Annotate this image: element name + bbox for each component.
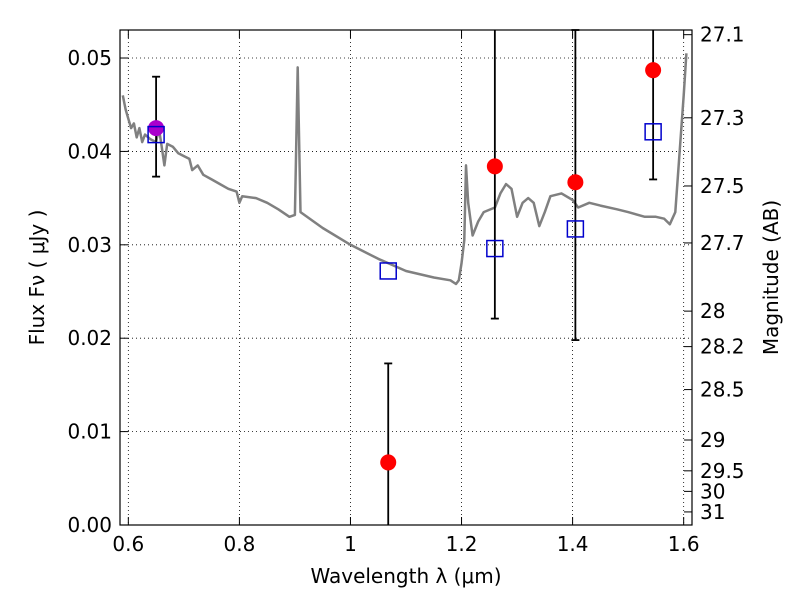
right-tick-label: 27.7 [700, 231, 745, 255]
model-point [566, 220, 585, 238]
y-tick-label: 0.02 [67, 326, 112, 350]
x-tick-label: 1 [344, 532, 357, 556]
observed-point [567, 174, 584, 191]
model-point [147, 125, 165, 144]
x-tick-label: 1.4 [557, 532, 589, 556]
error-bars [152, 29, 658, 525]
y-tick-label: 0.03 [67, 233, 112, 257]
model-point [379, 262, 397, 280]
y-tick-label: 0.01 [67, 420, 112, 444]
observed-point [148, 120, 165, 137]
y-tick-label: 0.05 [67, 46, 112, 70]
model-spectrum [121, 53, 688, 286]
right-axis-title: Magnitude (AB) [759, 200, 783, 355]
right-tick-label: 31 [700, 500, 725, 524]
grid [120, 30, 692, 526]
right-tick-label: 27.5 [700, 174, 745, 198]
right-tick-label: 29 [700, 428, 725, 452]
right-tick-label: 27.1 [700, 23, 745, 47]
observed-point [645, 62, 662, 79]
x-axis-title: Wavelength λ (μm) [310, 564, 501, 588]
right-tick-label: 28.2 [700, 335, 745, 359]
spectrum-line [121, 53, 688, 286]
y-axis-left: 0.00 0.01 0.02 0.03 0.04 0.05 [67, 46, 128, 537]
right-tick-label: 28.5 [700, 378, 745, 402]
observed-point [380, 454, 397, 471]
model-point [486, 239, 504, 258]
right-tick-label: 30 [700, 479, 725, 503]
x-axis: 0.6 0.8 1 1.2 1.4 1.6 [112, 30, 700, 556]
plot-frame [119, 29, 693, 526]
x-tick-label: 0.6 [112, 532, 144, 556]
x-tick-label: 1.2 [446, 532, 478, 556]
x-tick-label: 1.6 [668, 532, 700, 556]
y-tick-label: 0.04 [67, 139, 112, 163]
right-tick-label: 29.5 [700, 459, 745, 483]
x-tick-label: 0.8 [223, 532, 255, 556]
observed-point [486, 158, 503, 175]
data-markers [147, 62, 662, 471]
model-point [644, 123, 662, 141]
y-axis-title: Flux Fν ( μJy ) [25, 210, 49, 346]
right-tick-label: 27.3 [700, 106, 745, 130]
y-tick-label: 0.00 [67, 513, 112, 537]
right-tick-label: 28 [700, 299, 725, 323]
